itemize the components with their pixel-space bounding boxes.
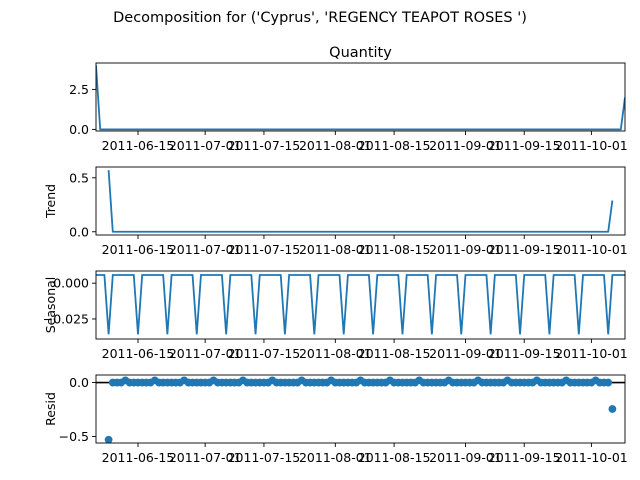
x-tick-label: 2011-08-01 (299, 242, 372, 257)
x-tick-label: 2011-08-01 (299, 450, 372, 465)
axes-frame-seasonal (95, 270, 626, 340)
x-tick-label: 2011-06-15 (102, 242, 175, 257)
x-tick-label: 2011-06-15 (102, 346, 175, 361)
x-tick-label: 2011-09-01 (429, 242, 502, 257)
x-tick-label: 2011-07-15 (228, 346, 301, 361)
plot-area-resid (96, 376, 625, 443)
x-tick-label: 2011-08-15 (358, 346, 431, 361)
x-tick-label: 2011-09-15 (488, 450, 561, 465)
x-tick-label: 2011-09-01 (429, 138, 502, 153)
plot-area-trend (107, 170, 614, 233)
x-tick-label: 2011-10-01 (555, 450, 628, 465)
x-tick-label: 2011-08-15 (358, 242, 431, 257)
resid-outlier-point (104, 435, 113, 443)
axes-frame-trend (95, 166, 626, 236)
x-tick-label: 2011-08-01 (299, 346, 372, 361)
axes-frame-observed (95, 62, 626, 132)
x-tick-label: 2011-09-01 (429, 346, 502, 361)
y-tick-label: 2.5 (69, 82, 89, 97)
x-tick-label: 2011-07-15 (228, 242, 301, 257)
resid-outlier-point (608, 405, 617, 413)
y-tick-label: −0.5 (59, 429, 89, 444)
x-tick-label: 2011-07-01 (169, 346, 242, 361)
x-tick-label: 2011-07-01 (169, 450, 242, 465)
resid-point (604, 378, 613, 387)
panel-trend: 0.00.52011-06-152011-07-012011-07-152011… (43, 166, 628, 257)
x-tick-label: 2011-09-15 (488, 138, 561, 153)
series-line-trend (107, 170, 614, 233)
y-tick-label: 0.0 (69, 224, 89, 239)
panel-title: Quantity (329, 45, 392, 61)
x-tick-label: 2011-08-15 (358, 138, 431, 153)
series-line-observed (96, 65, 625, 131)
x-tick-label: 2011-08-15 (358, 450, 431, 465)
x-tick-label: 2011-07-01 (169, 138, 242, 153)
panel-observed: 0.02.52011-06-152011-07-012011-07-152011… (69, 45, 628, 153)
series-line-seasonal (96, 274, 625, 335)
y-axis-label: Trend (43, 184, 58, 219)
plot-area-observed (96, 65, 625, 131)
x-tick-label: 2011-07-15 (228, 138, 301, 153)
x-tick-label: 2011-06-15 (102, 138, 175, 153)
panel-resid: 0.0−0.52011-06-152011-07-012011-07-15201… (43, 374, 628, 465)
x-tick-label: 2011-10-01 (555, 346, 628, 361)
x-tick-label: 2011-10-01 (555, 138, 628, 153)
axes-frame-resid (95, 374, 626, 444)
x-tick-label: 2011-09-01 (429, 450, 502, 465)
x-tick-label: 2011-10-01 (555, 242, 628, 257)
y-axis-label: Seasonal (43, 277, 58, 334)
y-tick-label: 0.000 (53, 276, 89, 291)
figure-suptitle: Decomposition for ('Cyprus', 'REGENCY TE… (113, 10, 527, 26)
y-tick-label: 0.0 (69, 122, 89, 137)
y-tick-label: 0.0 (69, 375, 89, 390)
y-tick-label: −0.025 (43, 311, 89, 326)
x-tick-label: 2011-06-15 (102, 450, 175, 465)
plot-area-seasonal (96, 274, 625, 335)
x-tick-label: 2011-09-15 (488, 242, 561, 257)
x-tick-label: 2011-08-01 (299, 138, 372, 153)
x-tick-label: 2011-09-15 (488, 346, 561, 361)
x-tick-label: 2011-07-15 (228, 450, 301, 465)
x-tick-label: 2011-07-01 (169, 242, 242, 257)
y-axis-label: Resid (43, 392, 58, 426)
y-tick-label: 0.5 (69, 170, 89, 185)
panel-seasonal: 0.000 −0.025 2011-06-152011-07-012011-07-1… (43, 270, 628, 361)
